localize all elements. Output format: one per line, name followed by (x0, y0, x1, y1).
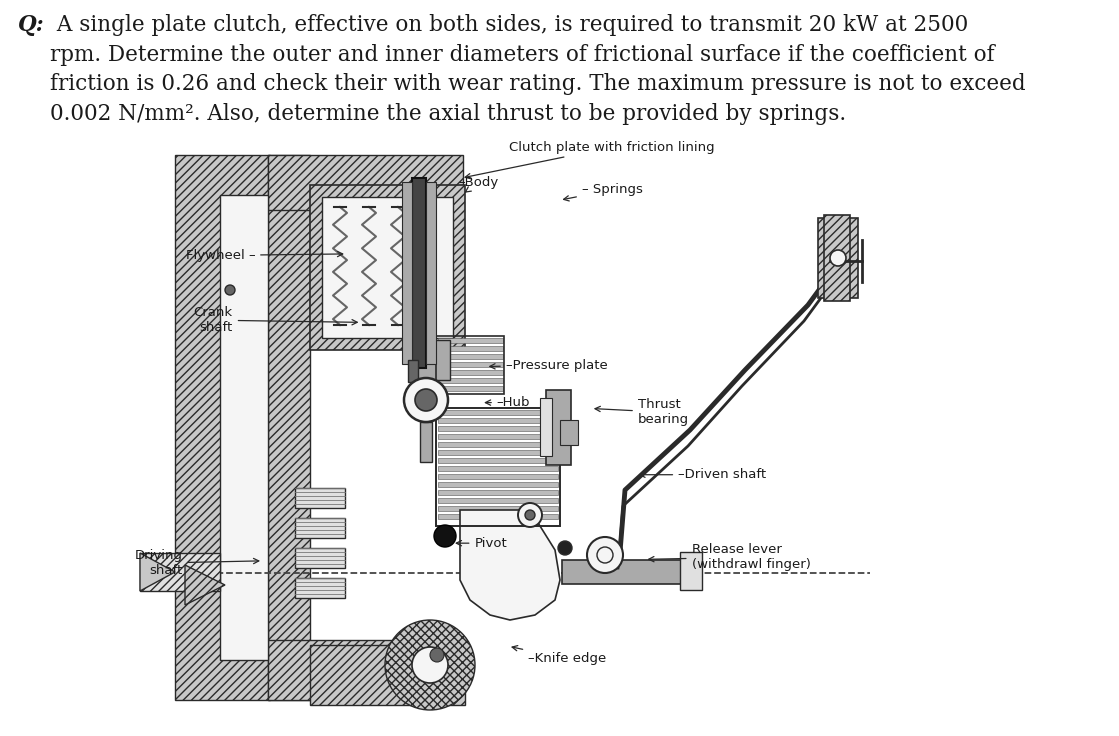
Text: –Hub: –Hub (486, 396, 530, 409)
Bar (560, 420, 579, 445)
Bar (818, 218, 858, 298)
Circle shape (525, 510, 535, 520)
Bar (438, 362, 504, 367)
Text: –Pressure plate: –Pressure plate (490, 358, 608, 372)
Text: Thrust
bearing: Thrust bearing (595, 398, 689, 426)
Bar (402, 182, 412, 364)
Text: –Knife edge: –Knife edge (513, 645, 606, 665)
Text: – Springs: – Springs (564, 183, 642, 201)
Bar (310, 185, 466, 350)
Bar (426, 182, 436, 364)
Circle shape (430, 648, 444, 662)
Bar (546, 390, 571, 465)
Bar (438, 346, 504, 351)
Circle shape (385, 620, 474, 710)
Bar (267, 155, 310, 700)
Bar (438, 370, 504, 375)
Circle shape (598, 547, 613, 563)
Polygon shape (185, 565, 225, 605)
Text: A single plate clutch, effective on both sides, is required to transmit 20 kW at: A single plate clutch, effective on both… (50, 14, 1026, 125)
Polygon shape (140, 553, 175, 591)
Bar (438, 498, 558, 503)
Text: Q:: Q: (18, 14, 45, 36)
Circle shape (412, 647, 448, 683)
Bar (680, 552, 702, 590)
Bar (438, 386, 504, 391)
Text: Pivot: Pivot (457, 537, 507, 550)
Bar (438, 418, 558, 423)
Bar (438, 514, 558, 519)
Bar (438, 410, 558, 415)
Bar (824, 215, 850, 301)
Bar (310, 645, 466, 705)
Circle shape (434, 525, 457, 547)
Bar (438, 442, 558, 447)
Bar (295, 518, 345, 538)
Bar (436, 336, 504, 394)
Bar (438, 466, 558, 471)
Text: Clutch plate with friction lining: Clutch plate with friction lining (466, 141, 715, 179)
Bar (175, 155, 270, 700)
Bar (438, 490, 558, 495)
Bar (415, 340, 450, 380)
Circle shape (404, 378, 448, 422)
Bar (438, 506, 558, 511)
Bar (420, 422, 432, 462)
Text: Flywheel –: Flywheel – (186, 249, 342, 262)
Bar (438, 482, 558, 487)
Bar (562, 560, 681, 584)
Bar (438, 458, 558, 463)
Bar (295, 488, 345, 508)
Circle shape (587, 537, 623, 573)
Bar (438, 426, 558, 431)
Bar (267, 155, 463, 210)
Circle shape (558, 541, 572, 555)
Circle shape (225, 285, 235, 295)
Text: Release lever
(withdrawl finger): Release lever (withdrawl finger) (649, 543, 810, 571)
Bar (295, 548, 345, 568)
Bar (438, 338, 504, 343)
Bar (438, 450, 558, 455)
Circle shape (830, 250, 846, 266)
Polygon shape (460, 510, 560, 620)
Text: Crank
shaft: Crank shaft (194, 306, 357, 334)
Bar (438, 354, 504, 359)
Bar (436, 408, 560, 526)
Circle shape (415, 389, 438, 411)
Bar (408, 360, 419, 382)
Bar (438, 474, 558, 479)
Bar (295, 578, 345, 598)
Bar (540, 398, 552, 456)
Bar (140, 553, 220, 591)
Text: –Driven shaft: –Driven shaft (640, 468, 767, 481)
Bar (220, 195, 267, 660)
Bar (322, 197, 453, 338)
Text: –Body: –Body (459, 176, 499, 192)
Bar (412, 178, 426, 368)
Circle shape (518, 503, 542, 527)
Text: Driving
shaft: Driving shaft (134, 549, 258, 577)
Bar (438, 378, 504, 383)
Bar (438, 434, 558, 439)
Bar (267, 640, 463, 700)
